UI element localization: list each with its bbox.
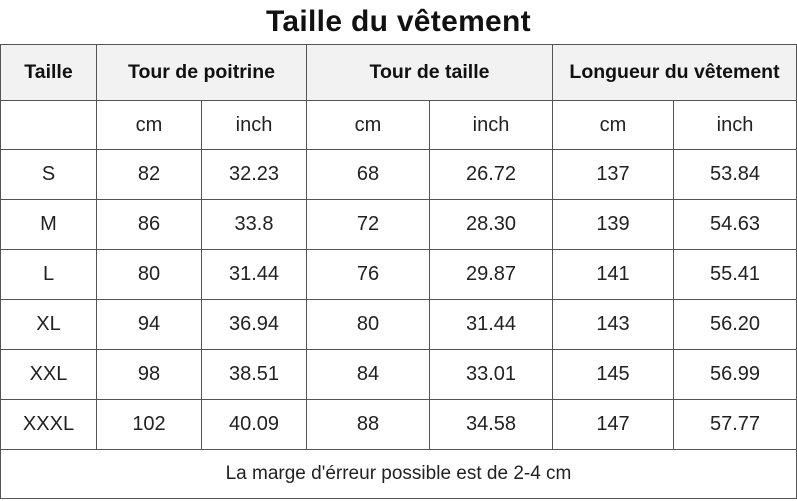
table-row: XXL 98 38.51 84 33.01 145 56.99 [0, 349, 797, 400]
length-cm: 139 [552, 199, 674, 250]
length-cm: 147 [552, 399, 674, 450]
table-row: S 82 32.23 68 26.72 137 53.84 [0, 149, 797, 200]
chest-cm: 82 [96, 149, 202, 200]
length-inch: 53.84 [673, 149, 797, 200]
chest-inch: 36.94 [201, 299, 307, 350]
length-cm: 145 [552, 349, 674, 400]
size-label: XXXL [0, 399, 97, 450]
length-cm: 137 [552, 149, 674, 200]
chest-cm: 86 [96, 199, 202, 250]
unit-waist-inch: inch [429, 100, 553, 150]
chest-cm: 102 [96, 399, 202, 450]
table-row: L 80 31.44 76 29.87 141 55.41 [0, 249, 797, 300]
note-row: La marge d'érreur possible est de 2-4 cm [0, 449, 797, 499]
unit-length-inch: inch [673, 100, 797, 150]
unit-length-cm: cm [552, 100, 674, 150]
size-chart-table: Taille Tour de poitrine Tour de taille L… [0, 44, 797, 499]
error-margin-note: La marge d'érreur possible est de 2-4 cm [0, 449, 797, 499]
chest-cm: 98 [96, 349, 202, 400]
chest-cm: 80 [96, 249, 202, 300]
size-label: XL [0, 299, 97, 350]
chest-inch: 33.8 [201, 199, 307, 250]
size-label: L [0, 249, 97, 300]
size-label: S [0, 149, 97, 200]
unit-chest-inch: inch [201, 100, 307, 150]
table-row: XL 94 36.94 80 31.44 143 56.20 [0, 299, 797, 350]
waist-cm: 68 [306, 149, 430, 200]
length-inch: 55.41 [673, 249, 797, 300]
page-title: Taille du vêtement [266, 5, 531, 38]
header-size: Taille [0, 44, 97, 101]
waist-inch: 33.01 [429, 349, 553, 400]
length-cm: 141 [552, 249, 674, 300]
waist-inch: 31.44 [429, 299, 553, 350]
waist-cm: 84 [306, 349, 430, 400]
header-chest: Tour de poitrine [96, 44, 307, 101]
unit-waist-cm: cm [306, 100, 430, 150]
unit-chest-cm: cm [96, 100, 202, 150]
size-label: M [0, 199, 97, 250]
table-row: M 86 33.8 72 28.30 139 54.63 [0, 199, 797, 250]
table-row: XXXL 102 40.09 88 34.58 147 57.77 [0, 399, 797, 450]
waist-inch: 34.58 [429, 399, 553, 450]
chest-inch: 38.51 [201, 349, 307, 400]
header-length: Longueur du vêtement [552, 44, 797, 101]
chest-inch: 40.09 [201, 399, 307, 450]
waist-inch: 26.72 [429, 149, 553, 200]
size-label: XXL [0, 349, 97, 400]
length-inch: 56.99 [673, 349, 797, 400]
chest-inch: 32.23 [201, 149, 307, 200]
chest-inch: 31.44 [201, 249, 307, 300]
length-inch: 56.20 [673, 299, 797, 350]
length-inch: 54.63 [673, 199, 797, 250]
waist-cm: 88 [306, 399, 430, 450]
units-row: cm inch cm inch cm inch [0, 100, 797, 150]
chest-cm: 94 [96, 299, 202, 350]
length-cm: 143 [552, 299, 674, 350]
header-row: Taille Tour de poitrine Tour de taille L… [0, 44, 797, 101]
waist-inch: 29.87 [429, 249, 553, 300]
waist-cm: 76 [306, 249, 430, 300]
length-inch: 57.77 [673, 399, 797, 450]
unit-cell-empty [0, 100, 97, 150]
waist-inch: 28.30 [429, 199, 553, 250]
waist-cm: 80 [306, 299, 430, 350]
waist-cm: 72 [306, 199, 430, 250]
header-waist: Tour de taille [306, 44, 553, 101]
